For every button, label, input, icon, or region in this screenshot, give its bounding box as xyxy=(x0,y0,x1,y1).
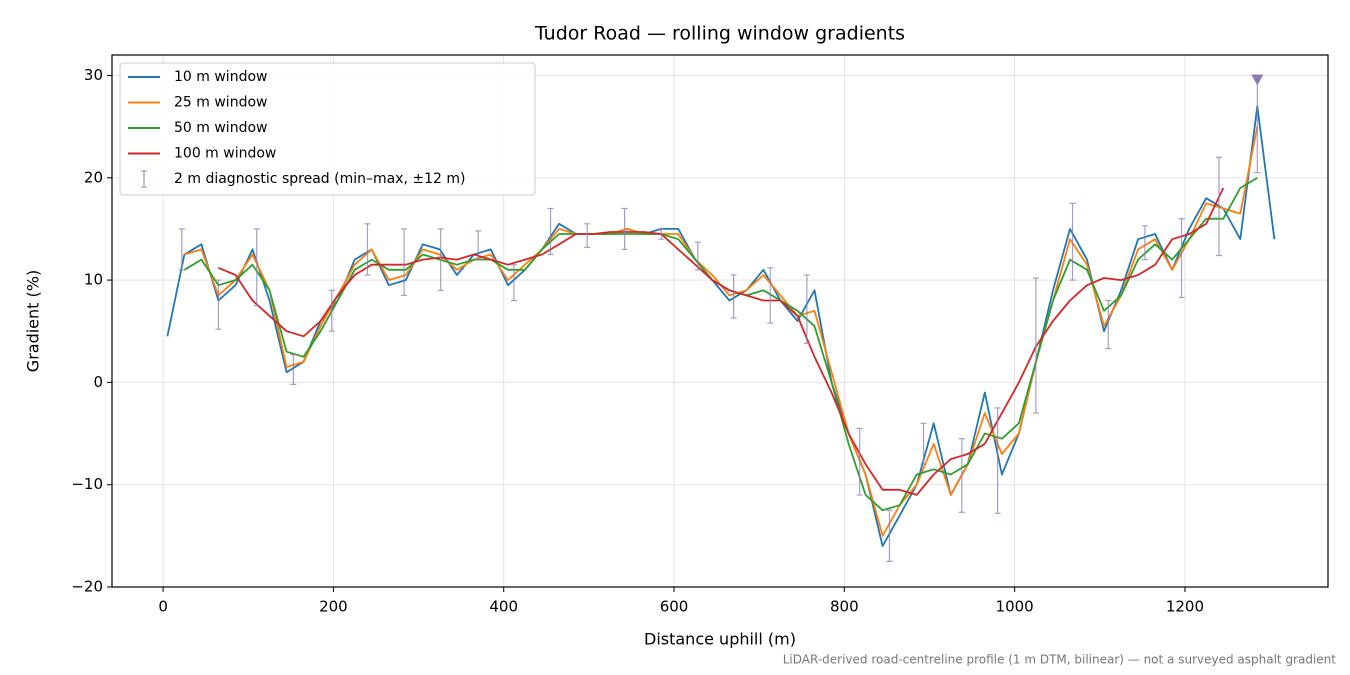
error-bar xyxy=(730,274,737,319)
y-tick-label: 20 xyxy=(84,168,103,186)
x-tick-label: 600 xyxy=(660,598,689,616)
error-bar xyxy=(1032,277,1039,414)
y-tick-label: −20 xyxy=(71,578,103,596)
legend-label: 100 m window xyxy=(174,146,276,162)
error-bar xyxy=(1141,225,1148,261)
error-bar xyxy=(437,228,444,291)
footnote: LiDAR-derived road-centreline profile (1… xyxy=(783,653,1337,667)
error-bar xyxy=(328,289,335,332)
x-tick-label: 800 xyxy=(830,598,859,616)
legend-label: 50 m window xyxy=(174,120,267,136)
error-bar xyxy=(621,207,628,250)
error-bar xyxy=(920,422,927,465)
legend-label: 10 m window xyxy=(174,69,267,85)
error-bar xyxy=(694,241,701,271)
x-tick-label: 1200 xyxy=(1166,598,1204,616)
error-bar xyxy=(1105,299,1112,350)
y-tick-label: −10 xyxy=(71,475,103,493)
overflow-marker xyxy=(1251,74,1264,86)
error-bar xyxy=(401,228,408,297)
x-tick-label: 200 xyxy=(319,598,348,616)
error-bar xyxy=(1216,156,1223,257)
y-tick-label: 10 xyxy=(84,271,103,289)
error-bar xyxy=(803,274,810,345)
x-tick-label: 0 xyxy=(158,598,168,616)
error-bar xyxy=(994,407,1001,514)
error-bar xyxy=(658,228,665,240)
error-bar xyxy=(253,228,260,307)
error-bar xyxy=(290,354,297,386)
x-axis-label: Distance uphill (m) xyxy=(644,630,796,649)
y-axis-label: Gradient (%) xyxy=(24,270,43,372)
error-bar xyxy=(958,438,965,513)
error-bar xyxy=(475,230,482,261)
error-bar xyxy=(767,267,774,324)
legend-label: 25 m window xyxy=(174,95,267,111)
series-line xyxy=(166,105,1276,547)
x-tick-label: 1000 xyxy=(996,598,1034,616)
series-line xyxy=(183,177,1258,512)
error-bar xyxy=(886,509,893,563)
x-tick-label: 400 xyxy=(489,598,518,616)
error-bar xyxy=(178,228,185,271)
chart-title: Tudor Road — rolling window gradients xyxy=(534,23,905,45)
error-bar xyxy=(510,264,517,302)
legend-swatch xyxy=(141,170,147,188)
series-line xyxy=(218,187,1225,496)
plot-frame xyxy=(111,54,1329,588)
legend-box xyxy=(119,62,536,196)
error-bar xyxy=(1069,202,1076,281)
error-bar xyxy=(364,223,371,276)
legend-label: 2 m diagnostic spread (min–max, ±12 m) xyxy=(174,171,465,187)
error-bar xyxy=(215,279,222,330)
error-bar xyxy=(1178,218,1185,299)
error-bar xyxy=(856,427,863,496)
error-bar xyxy=(584,223,591,248)
y-tick-label: 30 xyxy=(84,66,103,84)
y-tick-label: 0 xyxy=(93,373,103,391)
error-bar xyxy=(547,207,554,256)
